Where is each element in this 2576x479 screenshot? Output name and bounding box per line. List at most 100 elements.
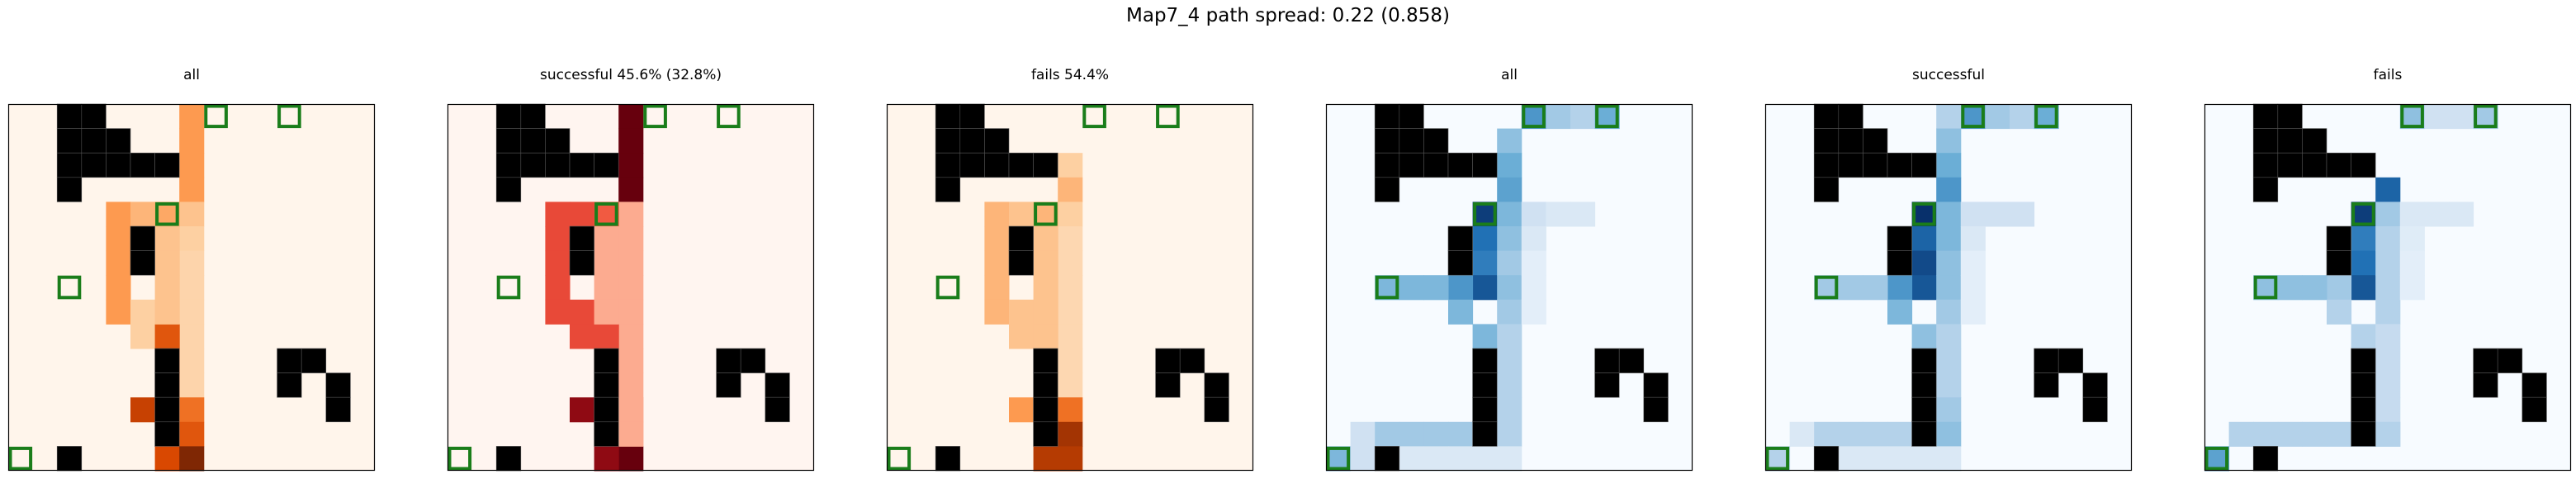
heatmap-cell [130, 202, 156, 227]
heatmap-cell [130, 324, 156, 349]
target-marker [57, 275, 82, 300]
target-marker [2034, 104, 2058, 129]
heatmap-cell [1911, 324, 1937, 349]
obstacle-cell [2473, 348, 2498, 373]
heatmap-cell [1521, 250, 1546, 276]
obstacle-cell [2252, 128, 2279, 154]
heatmap-cell [1521, 202, 1546, 227]
target-marker [447, 446, 472, 471]
heatmap-cell [2375, 372, 2401, 398]
heatmap-cell [1497, 128, 1522, 154]
obstacle-cell [2252, 177, 2279, 202]
obstacle-cell [1008, 225, 1034, 251]
heatmap-cell [1887, 275, 1913, 301]
heatmap-cell [594, 226, 619, 252]
heatmap-cell [1936, 177, 1962, 202]
heatmap-cell [1936, 275, 1962, 301]
heatmap-cell [618, 299, 644, 325]
obstacle-cell [2302, 128, 2327, 154]
obstacle-cell [1838, 128, 1863, 154]
obstacle-cell [1447, 152, 1473, 178]
heatmap-cell [2253, 275, 2279, 301]
heatmap-cell [179, 128, 205, 154]
heatmap-cell [1497, 275, 1522, 301]
obstacle-cell [2082, 372, 2108, 398]
heatmap-cell [984, 226, 1010, 252]
heatmap-cell [106, 202, 131, 227]
heatmap-cell [984, 202, 1010, 227]
target-marker [2400, 104, 2424, 129]
obstacle-cell [1863, 128, 1888, 154]
heatmap-cell [2327, 421, 2352, 447]
heatmap-cell [1570, 202, 1596, 227]
heatmap-cell [2399, 104, 2425, 130]
obstacle-cell [1911, 372, 1937, 398]
heatmap-cell [2010, 202, 2035, 227]
heatmap-panel-all-oranges [7, 103, 376, 472]
target-marker [1082, 104, 1106, 129]
heatmap-cell [154, 202, 180, 227]
heatmap-cell [2424, 202, 2450, 227]
heatmap-cell [618, 177, 644, 202]
heatmap-cell [1423, 421, 1449, 447]
heatmap-cell [154, 299, 180, 325]
heatmap-cell [1058, 446, 1083, 472]
heatmap-cell [106, 226, 131, 252]
heatmap-cell [179, 446, 205, 472]
heatmap-cell [1009, 202, 1035, 227]
heatmap-cell [1058, 397, 1083, 423]
obstacle-cell [594, 152, 619, 178]
heatmap-cell [1033, 446, 1058, 472]
heatmap-cell [2277, 275, 2303, 301]
obstacle-cell [277, 348, 302, 373]
obstacle-cell [935, 128, 961, 154]
obstacle-cell [56, 446, 83, 472]
target-marker [2253, 275, 2278, 300]
heatmap-cell [594, 446, 619, 472]
heatmap-cell [1936, 226, 1962, 252]
panel-title-successful-reds: successful 45.6% (32.8%) [539, 67, 722, 83]
axes-frame [7, 103, 376, 472]
obstacle-cell [765, 396, 790, 423]
obstacle-cell [2252, 446, 2279, 472]
target-marker [717, 104, 741, 129]
heatmap-cell [1350, 446, 1376, 472]
heatmap-cell [1936, 104, 1962, 130]
heatmap-cell [594, 202, 619, 227]
heatmap-cell [618, 226, 644, 252]
obstacle-cell [984, 152, 1010, 178]
obstacle-cell [2351, 348, 2376, 373]
heatmap-cell [1838, 275, 1863, 301]
obstacle-cell [716, 348, 741, 373]
heatmap-cell [1521, 275, 1546, 301]
obstacle-cell [1423, 128, 1449, 154]
obstacle-cell [1472, 372, 1498, 398]
heatmap-cell [618, 324, 644, 349]
obstacle-cell [1033, 421, 1058, 447]
heatmap-cell [2375, 421, 2401, 447]
heatmap-cell [1936, 372, 1962, 398]
heatmap-cell [1058, 421, 1083, 447]
obstacle-cell [1813, 128, 1840, 154]
obstacle-cell [2034, 372, 2059, 398]
heatmap-cell [1423, 275, 1449, 301]
heatmap-cell [618, 104, 644, 130]
heatmap-cell [2449, 104, 2474, 130]
obstacle-cell [545, 152, 571, 178]
obstacle-cell [2252, 152, 2279, 178]
target-marker [643, 104, 667, 129]
heatmap-cell [2302, 421, 2327, 447]
axes-frame [886, 103, 1254, 472]
heatmap-cell [1058, 299, 1083, 325]
heatmap-cell [2351, 250, 2376, 276]
heatmap-cell [1936, 202, 1962, 227]
target-marker [2351, 202, 2375, 226]
obstacle-cell [1204, 372, 1229, 398]
heatmap-cell [179, 177, 205, 202]
obstacle-cell [81, 128, 107, 154]
heatmap-cell [545, 275, 571, 301]
obstacle-cell [2522, 372, 2547, 398]
obstacle-cell [2277, 152, 2303, 178]
obstacle-cell [935, 177, 961, 202]
heatmap-cell [154, 250, 180, 276]
